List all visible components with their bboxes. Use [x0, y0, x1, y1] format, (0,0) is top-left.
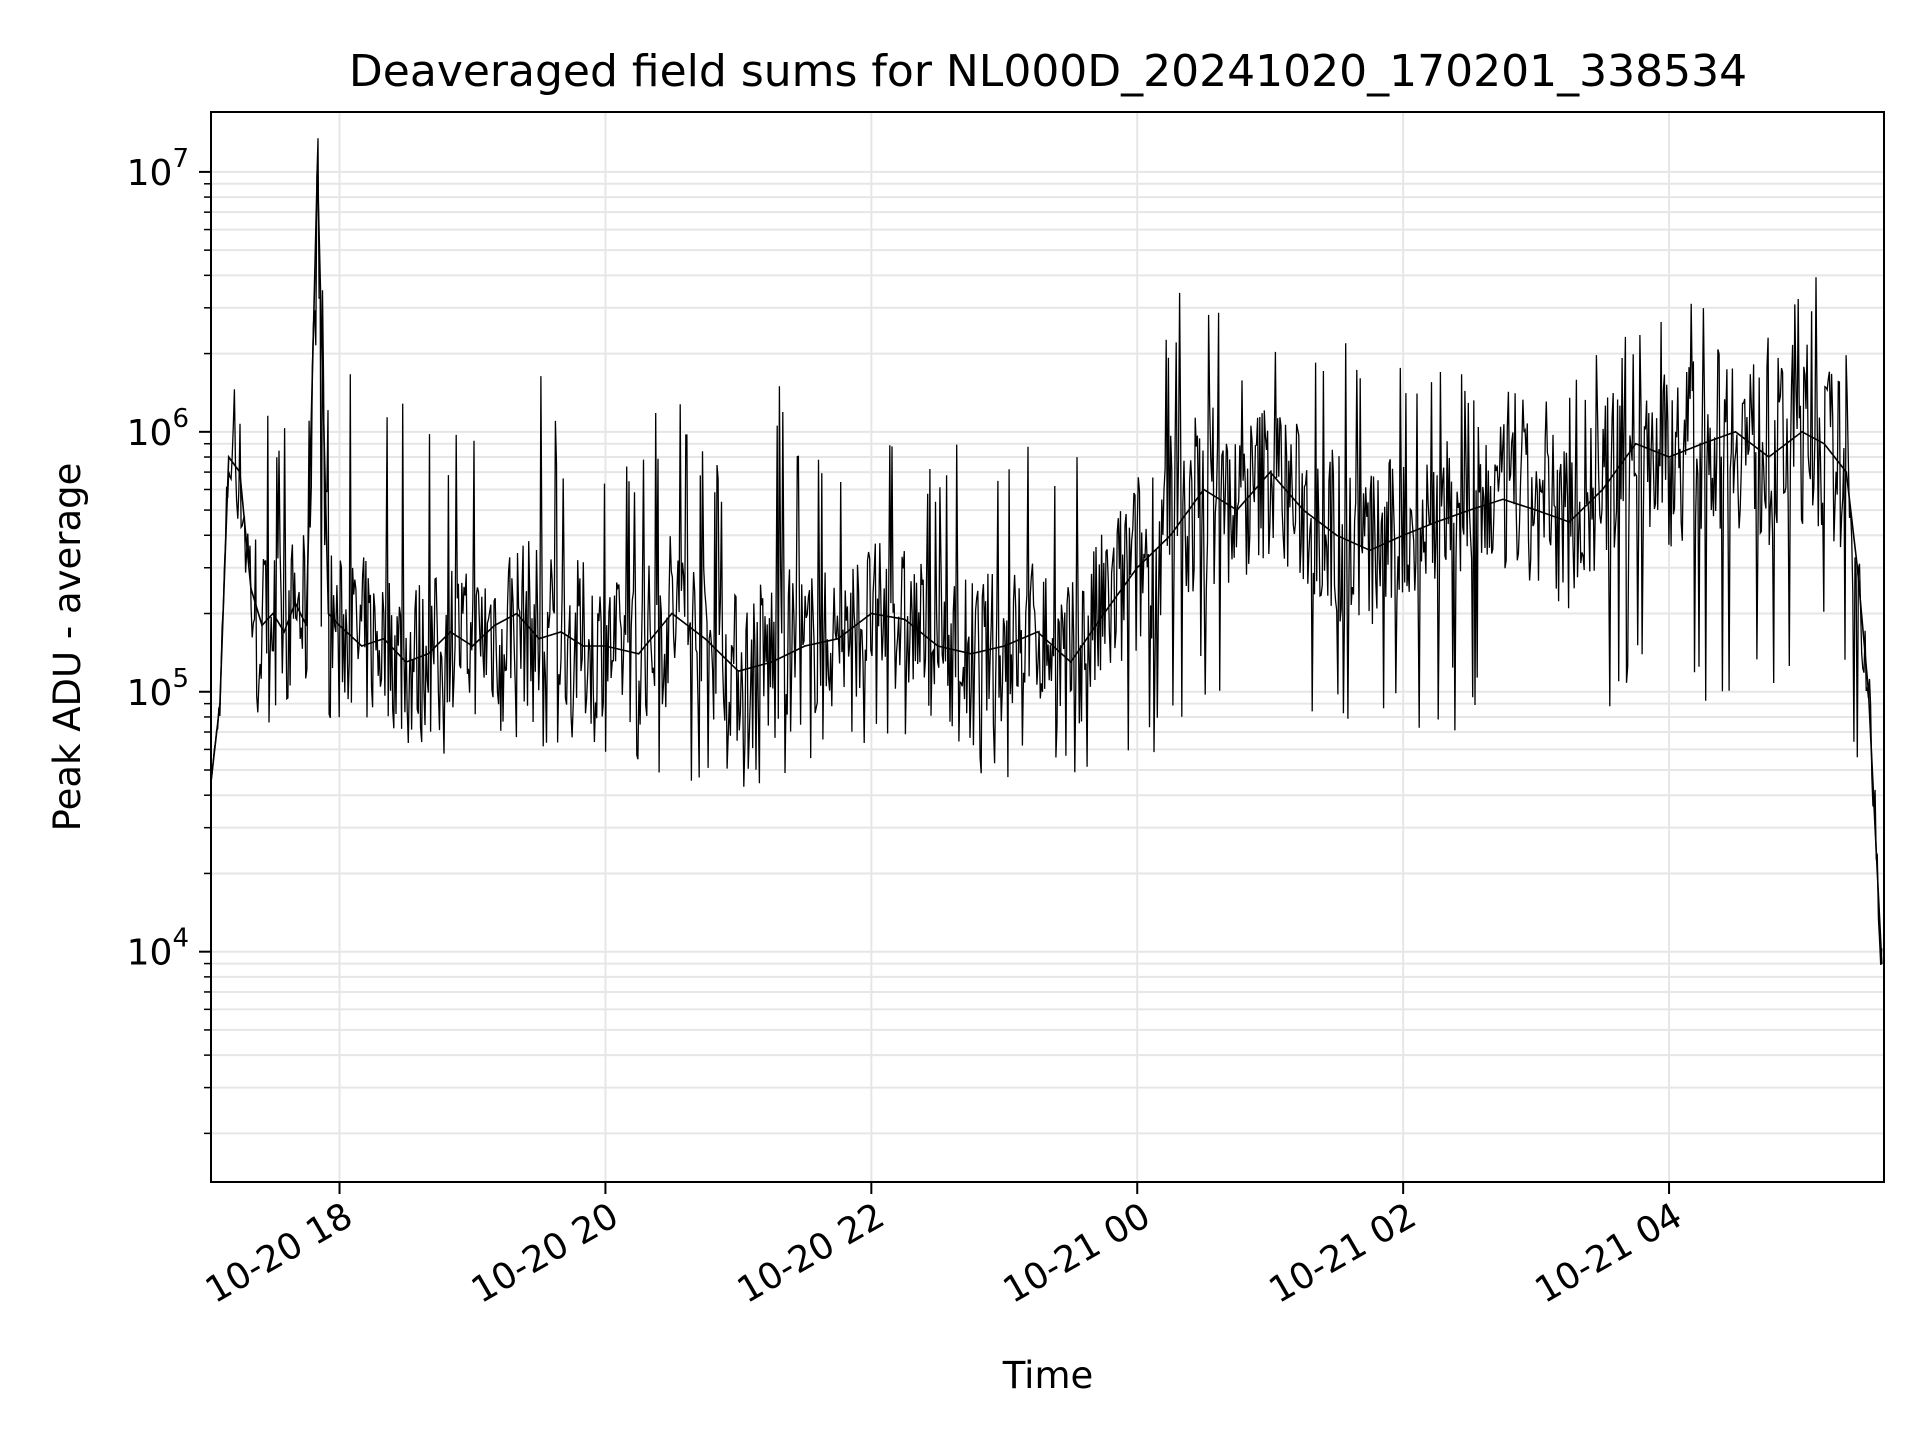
series-0-point [1701, 442, 1704, 445]
series-0-point [1335, 534, 1338, 537]
series-0-point [1823, 442, 1825, 445]
series-0-point [516, 612, 518, 615]
series-0-point [1302, 509, 1305, 511]
series-0-point [1502, 498, 1504, 501]
series-0-point [837, 637, 839, 640]
x-axis-label: Time [1002, 1354, 1094, 1397]
series-0-point [283, 631, 285, 633]
series-0-point [1468, 509, 1471, 511]
series-0-point [582, 645, 585, 647]
series-0-point [1269, 471, 1271, 473]
series-0-point [1867, 691, 1870, 693]
series-0-point [704, 637, 706, 640]
y-axis-label: Peak ADU - average [46, 463, 89, 832]
series-0-point [538, 637, 540, 640]
series-0-point [1169, 534, 1172, 537]
series-0-point [1768, 456, 1770, 458]
series-layer [210, 138, 1883, 965]
series-0-point [1202, 488, 1205, 491]
series-0-point [261, 624, 263, 627]
series-0-point [671, 612, 673, 615]
series-0-noise [210, 138, 1883, 965]
y-tick-label: 104 [127, 924, 189, 974]
series-0-point [250, 587, 252, 590]
series-0-point [405, 661, 407, 663]
series-0-point [1070, 661, 1072, 663]
series-0-point [1856, 566, 1859, 569]
series-0-point [1236, 509, 1238, 511]
series-0-point [1734, 431, 1737, 433]
y-tick-label: 106 [127, 404, 189, 454]
series-0-point [427, 653, 430, 655]
series-0-point [305, 624, 308, 627]
series-0-point [804, 645, 806, 647]
series-0-point [493, 624, 496, 627]
grid-layer [211, 112, 1884, 1182]
series-0-point [227, 456, 230, 458]
y-tick-label: 107 [127, 144, 189, 194]
series-0-point [870, 612, 873, 615]
series-0-point [383, 637, 385, 640]
series-0-point [338, 624, 341, 627]
chart-title: Deaveraged field sums for NL000D_2024102… [349, 46, 1747, 97]
series-0-point [1568, 521, 1571, 523]
series-0-point [970, 653, 972, 655]
plot-frame [210, 111, 1885, 1183]
series-0-point [1103, 612, 1105, 615]
series-0-point [1369, 549, 1371, 552]
series-0-point [1668, 456, 1670, 458]
series-0-point [637, 653, 640, 655]
series-0-point [937, 645, 939, 647]
series-0-point [1881, 962, 1883, 965]
series-0-point [327, 612, 330, 615]
series-0-point [1801, 431, 1803, 433]
series-0-point [1136, 566, 1138, 569]
series-0-point [294, 602, 297, 604]
y-axis: 104 105 106 107 [127, 144, 211, 1135]
series-0-point [1845, 471, 1848, 473]
series-0-point [604, 645, 607, 647]
series-0-point [316, 165, 319, 168]
series-0-point [1601, 488, 1604, 491]
series-0-point [360, 645, 363, 647]
series-0-point [1036, 631, 1039, 633]
y-tick-label: 105 [127, 664, 189, 714]
series-0-point [1402, 534, 1404, 537]
series-0-point [1535, 509, 1537, 511]
series-0-point [1635, 442, 1637, 445]
series-0-point [903, 618, 906, 621]
series-0-point [1874, 826, 1876, 829]
series-0-point [239, 471, 241, 473]
series-0-point [219, 702, 221, 705]
series-0-point [272, 612, 274, 615]
series-0-point [1435, 521, 1438, 523]
series-0-point [737, 670, 740, 672]
series-0-point [560, 631, 562, 633]
series-0-point [770, 661, 773, 663]
series-0-point [449, 631, 452, 633]
series-0-point [1003, 645, 1006, 647]
series-0-point [471, 645, 474, 647]
